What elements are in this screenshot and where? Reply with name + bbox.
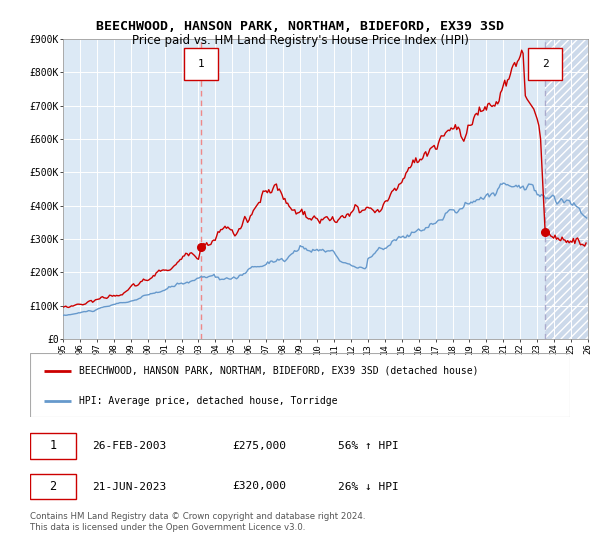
- Text: BEECHWOOD, HANSON PARK, NORTHAM, BIDEFORD, EX39 3SD: BEECHWOOD, HANSON PARK, NORTHAM, BIDEFOR…: [96, 20, 504, 32]
- Text: 1: 1: [49, 440, 56, 452]
- Text: 1: 1: [197, 59, 205, 69]
- Text: Contains HM Land Registry data © Crown copyright and database right 2024.
This d: Contains HM Land Registry data © Crown c…: [30, 512, 365, 532]
- Text: Price paid vs. HM Land Registry's House Price Index (HPI): Price paid vs. HM Land Registry's House …: [131, 34, 469, 46]
- Text: £275,000: £275,000: [233, 441, 287, 451]
- FancyBboxPatch shape: [30, 474, 76, 500]
- Text: 2: 2: [542, 59, 548, 69]
- Text: 56% ↑ HPI: 56% ↑ HPI: [338, 441, 398, 451]
- Text: BEECHWOOD, HANSON PARK, NORTHAM, BIDEFORD, EX39 3SD (detached house): BEECHWOOD, HANSON PARK, NORTHAM, BIDEFOR…: [79, 366, 478, 376]
- Text: HPI: Average price, detached house, Torridge: HPI: Average price, detached house, Torr…: [79, 396, 337, 406]
- Bar: [545, 39, 588, 339]
- Text: 21-JUN-2023: 21-JUN-2023: [92, 482, 166, 492]
- Text: 26% ↓ HPI: 26% ↓ HPI: [338, 482, 398, 492]
- Text: 26-FEB-2003: 26-FEB-2003: [92, 441, 166, 451]
- FancyBboxPatch shape: [184, 48, 218, 80]
- Text: 2: 2: [49, 480, 56, 493]
- FancyBboxPatch shape: [30, 433, 76, 459]
- Text: £320,000: £320,000: [233, 482, 287, 492]
- Bar: [545, 39, 588, 339]
- FancyBboxPatch shape: [529, 48, 562, 80]
